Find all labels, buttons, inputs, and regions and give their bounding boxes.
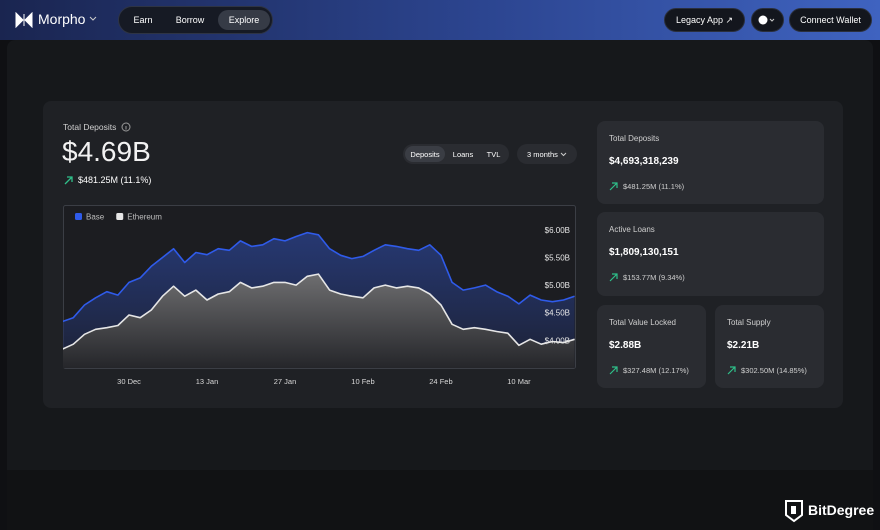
tab[interactable]: Borrow — [175, 15, 205, 25]
chevron — [560, 152, 567, 156]
x-tick-label: 10 Feb — [351, 377, 374, 386]
y-tick-label: $5.50B — [545, 253, 570, 262]
stat-card: Total Supply $2.21B $302.50M (14.85%) — [715, 305, 824, 388]
metric-toggle: Deposits Loans TVL — [403, 144, 509, 164]
stat-change: $302.50M (14.85%) — [741, 366, 807, 375]
y-tick-label: $5.00B — [545, 281, 570, 290]
stat-label: Total Supply — [727, 318, 771, 327]
top-nav: Morpho Earn Borrow Explore Legacy App ↗ … — [0, 0, 880, 40]
toggle[interactable]: Deposits — [405, 146, 445, 162]
up-arrow — [727, 366, 736, 375]
watermark: BitDegree — [808, 502, 875, 518]
stat-label: Total Value Locked — [609, 318, 677, 327]
stat-change: $481.25M (11.1%) — [623, 182, 685, 191]
legend-swatch — [75, 213, 82, 220]
line — [63, 231, 575, 323]
button-label: Legacy App — [675, 15, 723, 25]
range-select[interactable]: 3 months — [517, 144, 577, 164]
up-arrow — [64, 176, 73, 185]
stat-value: $2.21B — [727, 340, 760, 351]
range-label: 3 months — [527, 149, 558, 159]
arrow: ↗ — [725, 14, 734, 25]
chevron — [89, 16, 97, 21]
x-tick-label: 13 Jan — [196, 377, 219, 386]
brand[interactable]: Morpho — [38, 11, 86, 27]
tab[interactable]: Earn — [133, 15, 153, 25]
stat-card: Active Loans $1,809,130,151 $153.77M (9.… — [597, 212, 824, 296]
legend-label: Base — [86, 213, 105, 222]
overview-label: Total Deposits — [63, 122, 117, 132]
stat-change: $327.48M (12.17%) — [623, 366, 689, 375]
theme-icon — [758, 15, 774, 25]
connect-button[interactable]: Connect Wallet — [789, 8, 872, 32]
x-tick-label: 27 Jan — [274, 377, 297, 386]
up-arrow — [609, 182, 618, 191]
stat-card: Total Value Locked $2.88B $327.48M (12.1… — [597, 305, 706, 388]
theme-button[interactable] — [751, 8, 784, 32]
stat-value: $1,809,130,151 — [609, 247, 679, 258]
stat-change: $153.77M (9.34%) — [623, 273, 685, 282]
toggle[interactable]: Loans — [452, 149, 474, 159]
stat-label: Total Deposits — [609, 134, 660, 143]
overview-change: $481.25M (11.1%) — [78, 175, 152, 185]
x-tick-label: 24 Feb — [429, 377, 452, 386]
x-tick-label: 10 Mar — [507, 377, 531, 386]
stat-label: Active Loans — [609, 225, 655, 234]
area — [63, 274, 575, 368]
y-tick-label: $4.50B — [545, 309, 570, 318]
logo — [15, 12, 33, 28]
y-tick-label: $4.00B — [545, 336, 570, 345]
toggle[interactable]: TVL — [486, 149, 501, 159]
line — [63, 273, 575, 350]
tab-group: Earn Borrow Explore — [118, 6, 273, 34]
y-tick-label: $6.00B — [545, 226, 570, 235]
stat-value: $4,693,318,239 — [609, 156, 679, 167]
watermark-logo — [785, 500, 803, 523]
deposits-chart: $4.00B $4.50B $5.00B $5.50B $6.00B 30 Dec 13 J… — [63, 205, 576, 386]
up-arrow — [609, 273, 618, 282]
legend-swatch — [116, 213, 124, 220]
legend-label: Ethereum — [127, 213, 162, 222]
info-icon[interactable] — [121, 122, 131, 132]
up-arrow — [609, 366, 618, 375]
stat-value: $2.88B — [609, 340, 642, 351]
stat-card: Total Deposits $4,693,318,239 $481.25M (… — [597, 121, 824, 204]
x-tick-label: 30 Dec — [117, 377, 141, 386]
legacy-button[interactable]: Legacy App ↗ — [664, 8, 745, 32]
tab-active[interactable]: Explore — [218, 10, 270, 30]
lower-panel — [7, 470, 873, 530]
overview-value: $4.69B — [62, 136, 151, 167]
